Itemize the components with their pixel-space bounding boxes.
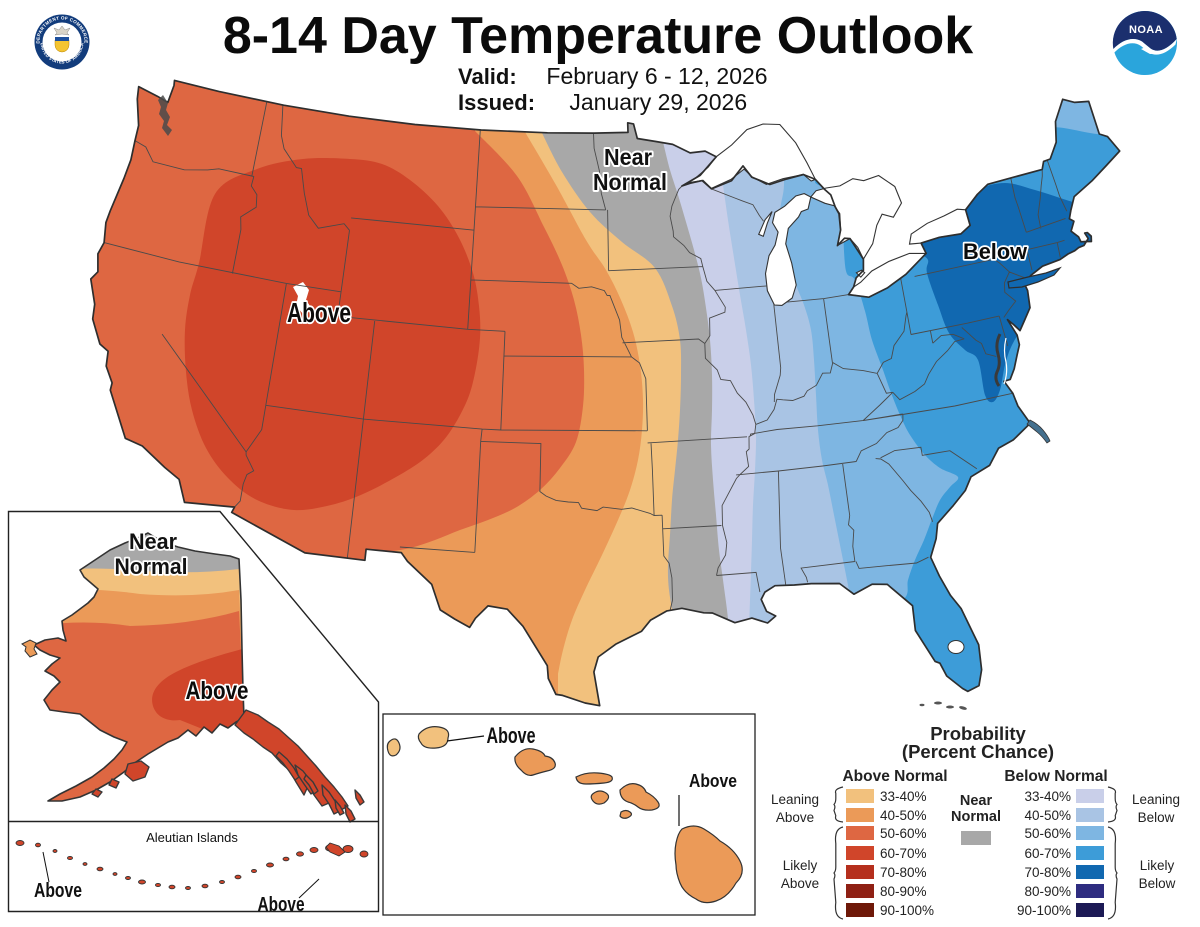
svg-text:Probability: Probability xyxy=(930,723,1026,744)
svg-text:40-50%: 40-50% xyxy=(1024,808,1071,823)
svg-text:Near: Near xyxy=(960,793,993,809)
svg-text:90-100%: 90-100% xyxy=(1017,903,1071,918)
svg-text:Below: Below xyxy=(1138,810,1175,825)
svg-text:33-40%: 33-40% xyxy=(1024,789,1071,804)
svg-text:60-70%: 60-70% xyxy=(1024,846,1071,861)
svg-text:60-70%: 60-70% xyxy=(880,846,927,861)
svg-text:Aleutian Islands: Aleutian Islands xyxy=(146,830,238,845)
svg-text:70-80%: 70-80% xyxy=(1024,865,1071,880)
svg-text:8-14 Day Temperature Outlook: 8-14 Day Temperature Outlook xyxy=(223,7,973,65)
svg-text:Above Normal: Above Normal xyxy=(842,768,947,785)
svg-text:Below Normal: Below Normal xyxy=(1004,768,1107,785)
svg-text:(Percent Chance): (Percent Chance) xyxy=(902,741,1054,762)
svg-text:Above: Above xyxy=(34,880,82,902)
svg-text:50-60%: 50-60% xyxy=(1024,826,1071,841)
svg-text:50-60%: 50-60% xyxy=(880,826,927,841)
svg-text:Above: Above xyxy=(776,810,814,825)
svg-text:Normal: Normal xyxy=(951,809,1001,825)
svg-text:90-100%: 90-100% xyxy=(880,903,934,918)
svg-text:Below: Below xyxy=(1139,876,1176,891)
svg-text:Above: Above xyxy=(287,297,351,328)
svg-text:Below: Below xyxy=(963,239,1028,264)
svg-text:NOAA: NOAA xyxy=(1129,24,1163,36)
svg-text:Normal: Normal xyxy=(593,169,667,195)
svg-text:Above: Above xyxy=(258,894,305,916)
svg-text:Near: Near xyxy=(129,529,177,554)
svg-text:80-90%: 80-90% xyxy=(880,884,927,899)
svg-text:Likely: Likely xyxy=(783,858,818,873)
svg-text:Above: Above xyxy=(186,677,249,705)
svg-text:Likely: Likely xyxy=(1140,858,1175,873)
svg-text:Above: Above xyxy=(487,723,536,748)
svg-text:Valid: February 6 - 12, 2026: Valid: February 6 - 12, 2026 xyxy=(458,63,768,89)
svg-text:Near: Near xyxy=(604,144,652,170)
svg-text:Above: Above xyxy=(781,876,819,891)
svg-text:Above: Above xyxy=(689,771,737,791)
svg-text:40-50%: 40-50% xyxy=(880,808,927,823)
svg-text:Leaning: Leaning xyxy=(1132,792,1180,807)
svg-text:33-40%: 33-40% xyxy=(880,789,927,804)
svg-text:Leaning: Leaning xyxy=(771,792,819,807)
svg-text:Issued: January 29, 2026: Issued: January 29, 2026 xyxy=(458,89,747,115)
svg-text:80-90%: 80-90% xyxy=(1024,884,1071,899)
svg-text:70-80%: 70-80% xyxy=(880,865,927,880)
svg-text:Normal: Normal xyxy=(115,554,188,579)
